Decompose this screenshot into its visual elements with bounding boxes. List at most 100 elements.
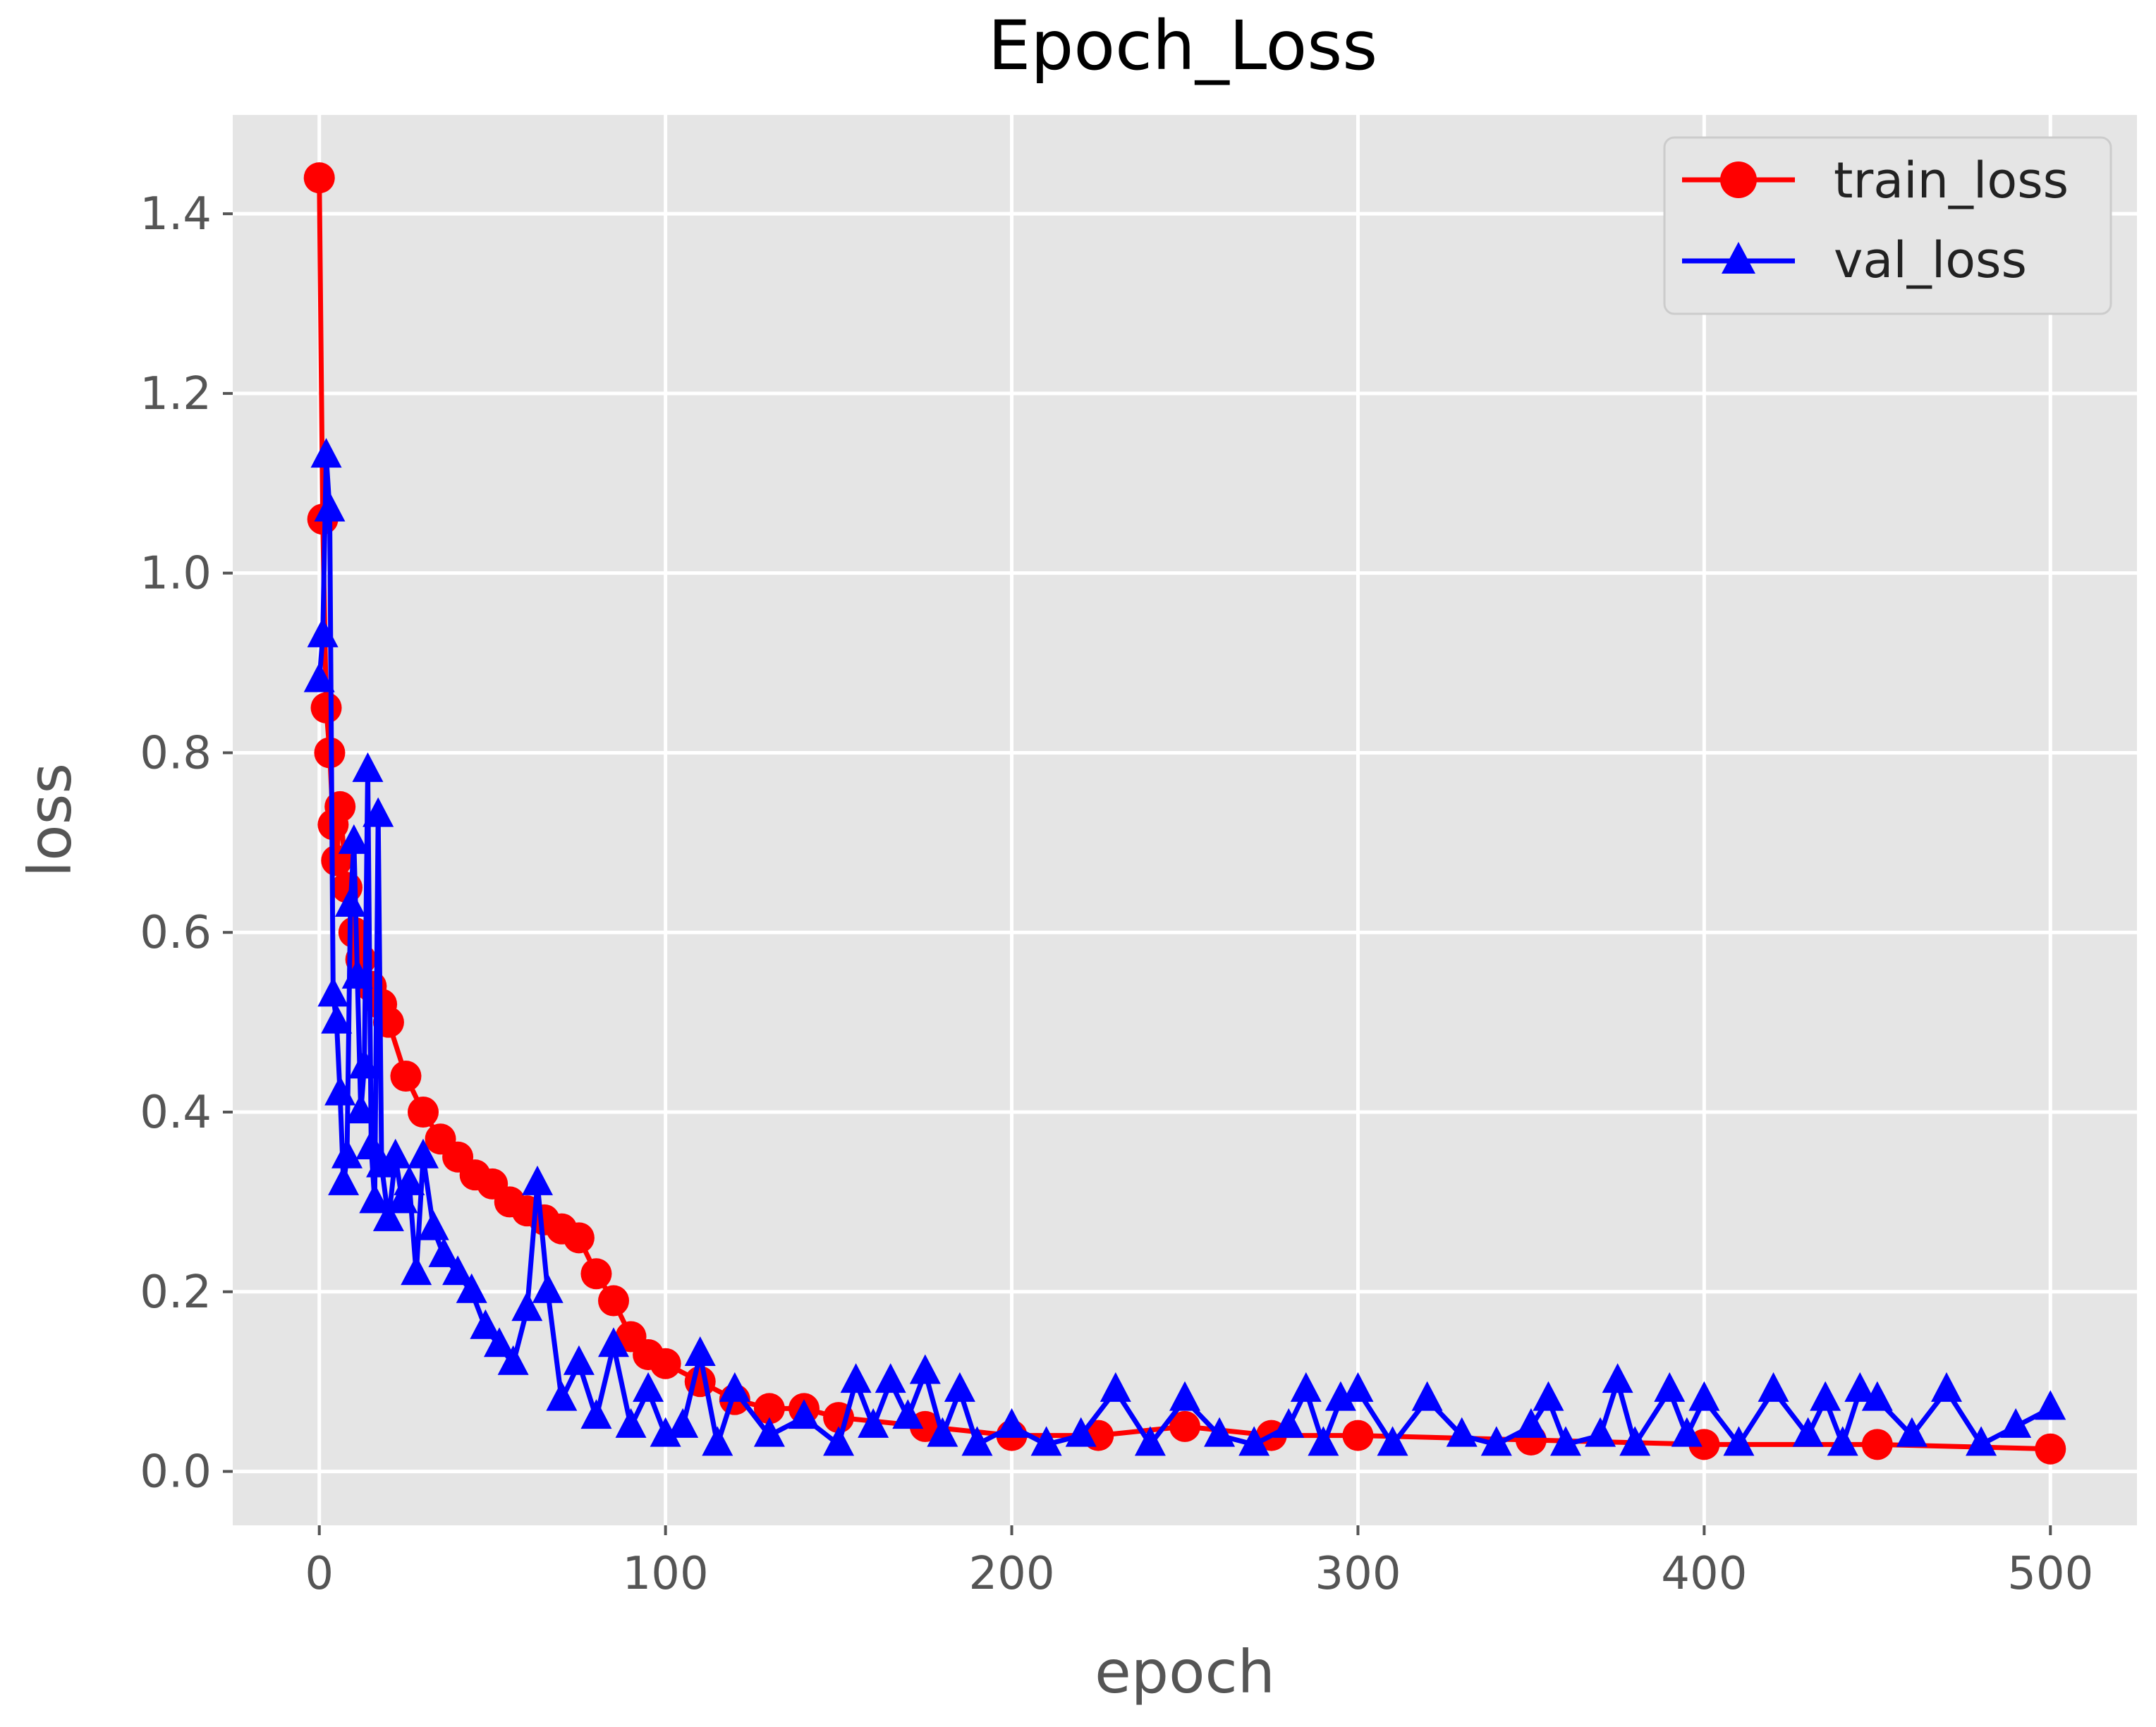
val-loss-point xyxy=(1065,1417,1097,1447)
val-loss-point xyxy=(522,1165,553,1195)
val-loss-point xyxy=(2035,1390,2066,1420)
val-loss-point xyxy=(1654,1372,1686,1402)
val-loss-point xyxy=(418,1210,449,1240)
legend-train-marker xyxy=(1720,161,1757,198)
val-loss-point xyxy=(858,1408,889,1438)
val-loss-point xyxy=(961,1426,993,1456)
val-loss-point xyxy=(1204,1417,1236,1447)
x-tick-label: 500 xyxy=(2007,1548,2093,1600)
val-loss-point xyxy=(1966,1426,1997,1456)
val-loss-point xyxy=(442,1255,474,1286)
val-loss-point xyxy=(379,1138,411,1168)
y-tick-label: 1.4 xyxy=(140,188,212,240)
val-loss-point xyxy=(598,1327,629,1357)
val-loss-point xyxy=(355,1129,387,1159)
val-loss-point xyxy=(497,1345,529,1375)
val-loss-point xyxy=(310,438,342,468)
train-loss-point xyxy=(650,1348,681,1379)
val-loss-point xyxy=(331,1138,363,1168)
val-loss-point xyxy=(363,797,394,827)
val-loss-point xyxy=(840,1363,872,1393)
val-loss-point xyxy=(338,824,370,854)
x-tick-label: 300 xyxy=(1315,1548,1401,1600)
val-loss-point xyxy=(1602,1363,1633,1393)
val-loss-point xyxy=(359,1183,391,1214)
val-loss-point xyxy=(372,1201,404,1231)
val-loss-point xyxy=(456,1273,487,1303)
y-tick-label: 0.4 xyxy=(140,1087,212,1139)
val-loss-point xyxy=(927,1417,958,1447)
y-tick-label: 1.0 xyxy=(140,548,212,600)
y-tick-label: 0.0 xyxy=(140,1446,212,1499)
val-loss-point xyxy=(386,1183,418,1214)
val-loss-point xyxy=(307,617,339,647)
val-loss-point xyxy=(366,1147,398,1178)
val-loss-point xyxy=(667,1408,699,1438)
val-loss-point xyxy=(650,1417,681,1447)
val-loss-point xyxy=(1792,1417,1824,1447)
val-loss-point xyxy=(823,1426,855,1456)
train-loss-point xyxy=(1169,1410,1200,1442)
legend-val-marker xyxy=(1722,242,1755,274)
val-loss-point xyxy=(334,887,366,917)
val-loss-point xyxy=(1480,1426,1512,1456)
x-tick-label: 100 xyxy=(623,1548,709,1600)
val-loss-point xyxy=(352,752,384,782)
val-loss-point xyxy=(1169,1381,1200,1411)
val-loss-point xyxy=(892,1399,924,1429)
x-axis-label: epoch xyxy=(1095,1637,1275,1707)
val-loss-point xyxy=(1827,1426,1858,1456)
val-loss-point xyxy=(1290,1372,1322,1402)
y-axis-label: loss xyxy=(16,763,85,877)
val-loss-point xyxy=(944,1372,975,1402)
y-tick-label: 0.8 xyxy=(140,727,212,779)
val-loss-point xyxy=(788,1399,820,1429)
val-loss-point xyxy=(1308,1426,1339,1456)
val-loss-point xyxy=(1931,1372,1962,1402)
val-loss-point xyxy=(1723,1426,1755,1456)
train-loss-point xyxy=(303,162,335,194)
val-loss-point xyxy=(408,1138,439,1168)
val-loss-point xyxy=(348,1049,380,1079)
val-loss-point xyxy=(1030,1426,1062,1456)
val-loss-point xyxy=(753,1417,785,1447)
val-loss-point xyxy=(1896,1417,1927,1447)
val-loss-point xyxy=(563,1345,595,1375)
val-loss-point xyxy=(875,1363,906,1393)
val-loss-point xyxy=(341,958,373,989)
val-loss-point xyxy=(719,1372,750,1402)
train-loss-point xyxy=(1342,1420,1374,1451)
x-tick-label: 200 xyxy=(968,1548,1054,1600)
val-loss-point xyxy=(1550,1426,1581,1456)
val-loss-point xyxy=(1861,1381,1893,1411)
val-loss-point xyxy=(1342,1372,1374,1402)
legend-train-label: train_loss xyxy=(1834,152,2069,209)
val-loss-point xyxy=(909,1354,941,1384)
val-loss-point xyxy=(470,1309,501,1339)
val-loss-point xyxy=(702,1426,733,1456)
val-loss-point xyxy=(303,662,335,692)
val-loss-point xyxy=(1411,1381,1443,1411)
train-loss-point xyxy=(310,692,342,724)
val-loss-point xyxy=(324,1075,356,1106)
val-loss-point xyxy=(1238,1426,1270,1456)
val-loss-point xyxy=(484,1327,515,1357)
val-loss-point xyxy=(1619,1426,1651,1456)
val-loss-point xyxy=(615,1408,647,1438)
val-loss-point xyxy=(328,1165,360,1195)
val-loss-point xyxy=(345,1094,377,1124)
val-loss-point xyxy=(2000,1408,2032,1438)
legend: train_loss val_loss xyxy=(1663,136,2112,315)
val-loss-point xyxy=(546,1381,578,1411)
val-loss-point xyxy=(321,1003,353,1034)
val-loss-point xyxy=(1446,1417,1478,1447)
val-loss-point xyxy=(1134,1426,1166,1456)
val-loss-point xyxy=(317,977,349,1007)
val-loss-point xyxy=(633,1372,664,1402)
val-loss-point xyxy=(1377,1426,1408,1456)
val-loss-point xyxy=(1688,1381,1720,1411)
legend-val-label: val_loss xyxy=(1834,231,2027,289)
val-loss-point xyxy=(1515,1408,1547,1438)
y-tick-label: 0.2 xyxy=(140,1267,212,1319)
val-loss-point xyxy=(511,1291,543,1322)
